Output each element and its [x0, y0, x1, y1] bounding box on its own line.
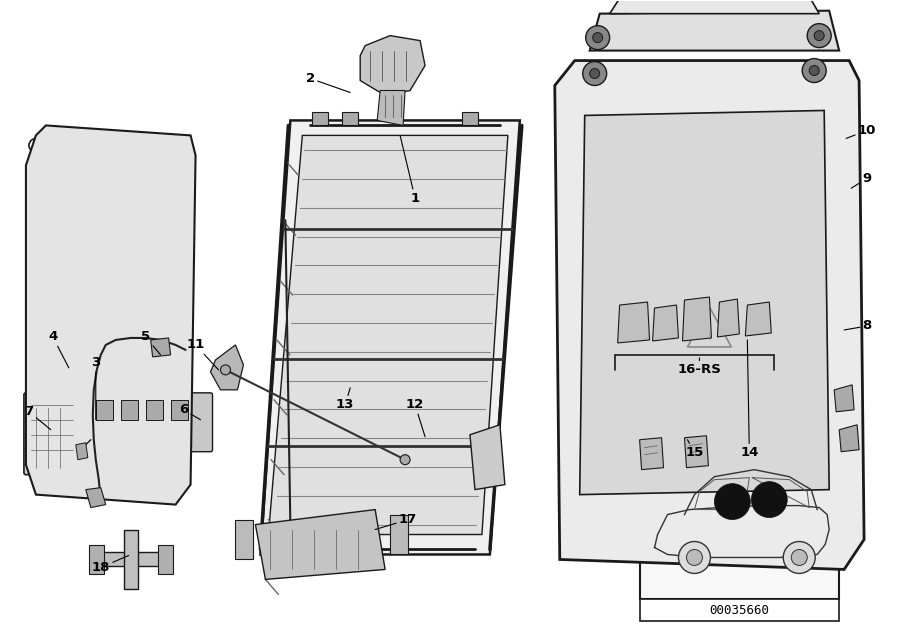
Polygon shape — [652, 305, 679, 341]
Circle shape — [807, 23, 832, 48]
Circle shape — [802, 58, 826, 83]
Polygon shape — [377, 91, 405, 126]
Polygon shape — [839, 425, 860, 451]
Polygon shape — [256, 509, 385, 579]
Polygon shape — [554, 60, 864, 570]
Text: !: ! — [707, 332, 712, 342]
Text: 4: 4 — [49, 330, 68, 368]
Polygon shape — [158, 544, 173, 575]
Polygon shape — [745, 302, 771, 336]
Circle shape — [679, 542, 710, 573]
Text: 13: 13 — [336, 388, 355, 411]
FancyBboxPatch shape — [89, 393, 212, 451]
Circle shape — [687, 549, 702, 565]
Text: 10: 10 — [846, 124, 877, 138]
Circle shape — [814, 30, 824, 41]
Text: 11: 11 — [186, 338, 219, 370]
Polygon shape — [617, 302, 650, 343]
Bar — [640, 455, 839, 599]
Polygon shape — [86, 488, 106, 507]
Text: 9: 9 — [851, 172, 871, 189]
Text: 17: 17 — [375, 513, 418, 530]
Circle shape — [220, 365, 230, 375]
Polygon shape — [609, 0, 819, 14]
Text: 14: 14 — [740, 340, 759, 459]
Polygon shape — [312, 112, 328, 126]
Circle shape — [752, 481, 788, 518]
Text: 16-RS: 16-RS — [678, 358, 722, 377]
Circle shape — [582, 62, 607, 86]
Polygon shape — [123, 530, 138, 589]
Polygon shape — [171, 400, 187, 420]
Polygon shape — [580, 110, 829, 495]
Polygon shape — [89, 544, 104, 575]
Polygon shape — [470, 425, 505, 490]
Text: 5: 5 — [141, 330, 160, 355]
Text: 8: 8 — [844, 319, 872, 333]
Text: 7: 7 — [24, 405, 51, 430]
Polygon shape — [121, 400, 138, 420]
Polygon shape — [685, 436, 708, 467]
Text: 12: 12 — [406, 398, 425, 437]
Text: 3: 3 — [91, 356, 101, 420]
Polygon shape — [360, 36, 425, 95]
Circle shape — [590, 69, 599, 79]
Polygon shape — [76, 443, 88, 460]
Circle shape — [809, 65, 819, 76]
Polygon shape — [590, 11, 839, 51]
Text: 6: 6 — [179, 403, 201, 420]
Polygon shape — [834, 385, 854, 411]
Text: 1: 1 — [400, 135, 419, 204]
Polygon shape — [268, 135, 508, 535]
Polygon shape — [150, 338, 171, 357]
Polygon shape — [211, 345, 244, 390]
Circle shape — [791, 549, 807, 565]
Polygon shape — [99, 552, 163, 566]
Polygon shape — [342, 112, 358, 126]
Polygon shape — [236, 519, 254, 559]
Text: 00035660: 00035660 — [709, 604, 770, 617]
Polygon shape — [682, 297, 711, 341]
Text: 15: 15 — [685, 439, 704, 459]
Circle shape — [783, 542, 815, 573]
Polygon shape — [717, 299, 740, 337]
Circle shape — [400, 455, 410, 465]
Polygon shape — [640, 438, 663, 470]
Polygon shape — [95, 400, 112, 420]
Polygon shape — [26, 126, 195, 505]
Circle shape — [586, 25, 609, 50]
Polygon shape — [390, 514, 408, 554]
Bar — [640, 599, 839, 621]
Text: 2: 2 — [306, 72, 350, 93]
Polygon shape — [260, 121, 520, 554]
Polygon shape — [462, 112, 478, 126]
FancyBboxPatch shape — [24, 393, 80, 474]
Circle shape — [593, 32, 603, 43]
Circle shape — [715, 484, 751, 519]
Text: 18: 18 — [92, 556, 129, 574]
Polygon shape — [146, 400, 163, 420]
